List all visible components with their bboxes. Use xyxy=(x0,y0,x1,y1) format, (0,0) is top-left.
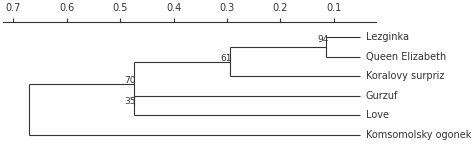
Text: Koralovy surpriz: Koralovy surpriz xyxy=(365,71,444,81)
Text: Queen Elizabeth: Queen Elizabeth xyxy=(365,52,446,62)
Text: 35: 35 xyxy=(125,97,136,106)
Text: 94: 94 xyxy=(317,35,328,44)
Text: Lezginka: Lezginka xyxy=(365,32,409,42)
Text: Gurzuf: Gurzuf xyxy=(365,91,398,101)
Text: Komsomolsky ogonek: Komsomolsky ogonek xyxy=(365,130,471,140)
Text: 70: 70 xyxy=(125,76,136,85)
Text: 61: 61 xyxy=(221,54,232,63)
Text: Love: Love xyxy=(365,110,389,120)
